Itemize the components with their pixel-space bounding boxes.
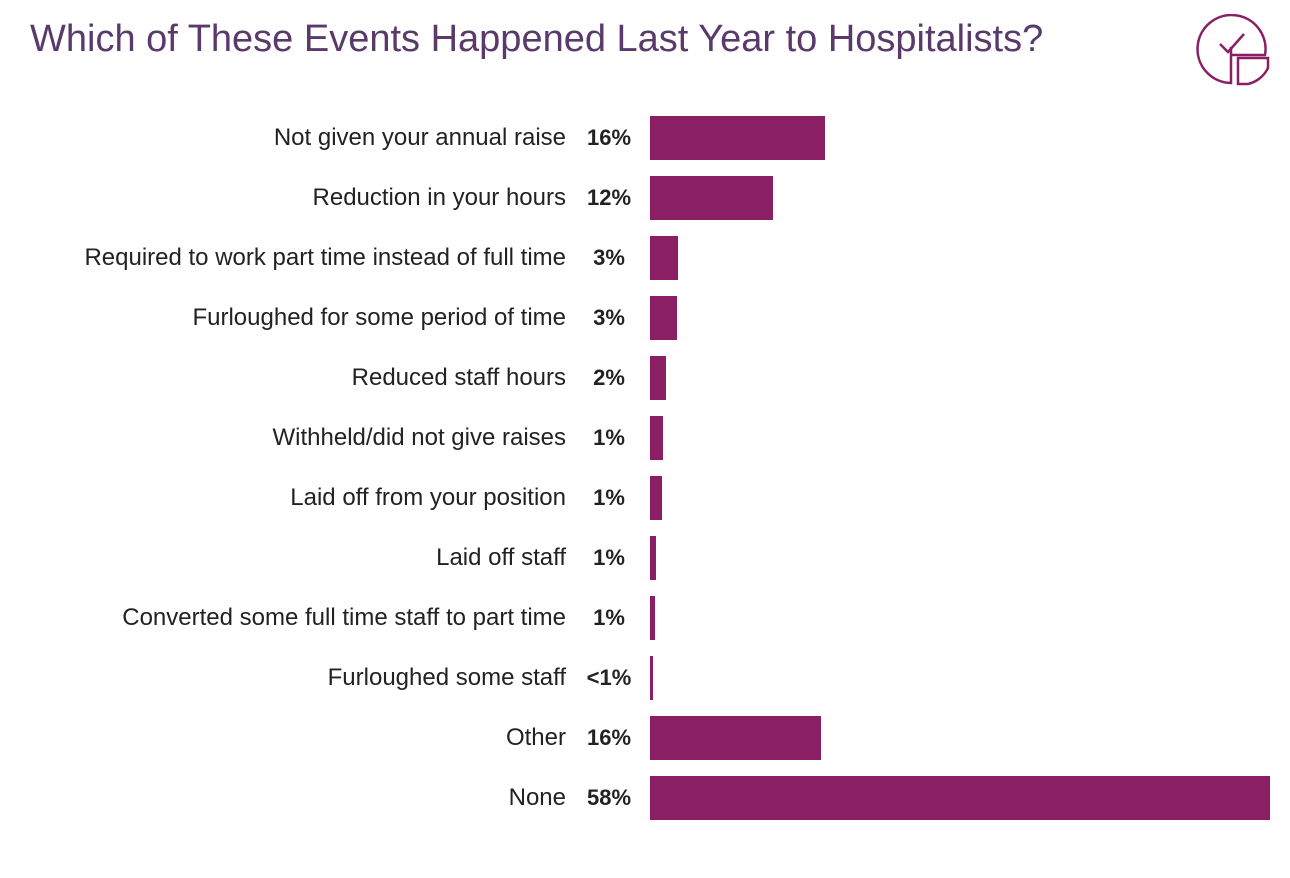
- value-label: <1%: [586, 665, 632, 690]
- category-label: Furloughed for some period of time: [192, 304, 566, 331]
- category-label: Other: [505, 724, 566, 751]
- category-label: Furloughed some staff: [327, 664, 566, 691]
- value-label: 2%: [593, 365, 625, 390]
- value-label: 16%: [586, 725, 632, 750]
- value-label: 3%: [593, 245, 625, 270]
- bar: [650, 716, 822, 760]
- value-label: 16%: [586, 125, 632, 150]
- category-label: Converted some full time staff to part t…: [122, 604, 566, 631]
- category-label: Reduction in your hours: [312, 184, 566, 211]
- value-label: 1%: [593, 605, 625, 630]
- value-label: 1%: [593, 485, 625, 510]
- value-label: 1%: [593, 545, 625, 570]
- bar: [650, 476, 662, 520]
- bar: [650, 116, 826, 160]
- bar: [650, 416, 663, 460]
- category-label: Laid off staff: [436, 544, 566, 571]
- bar: [650, 236, 678, 280]
- bar: [650, 776, 1270, 820]
- value-label: 1%: [593, 425, 625, 450]
- category-label: Required to work part time instead of fu…: [84, 244, 566, 271]
- bar: [650, 536, 657, 580]
- category-label: None: [508, 784, 566, 811]
- icon: [1196, 14, 1270, 86]
- bar: [650, 356, 667, 400]
- value-label: 3%: [593, 305, 625, 330]
- bar: [650, 596, 656, 640]
- category-label: Withheld/did not give raises: [272, 424, 566, 451]
- category-label: Not given your annual raise: [273, 124, 566, 151]
- category-label: Reduced staff hours: [351, 364, 566, 391]
- value-label: 12%: [586, 185, 632, 210]
- bar: [650, 296, 677, 340]
- value-label: 58%: [586, 785, 632, 810]
- bar: [650, 656, 654, 700]
- bar: [650, 176, 773, 220]
- category-label: Laid off from your position: [290, 484, 566, 511]
- chart-title: Which of These Events Happened Last Year…: [30, 18, 1044, 60]
